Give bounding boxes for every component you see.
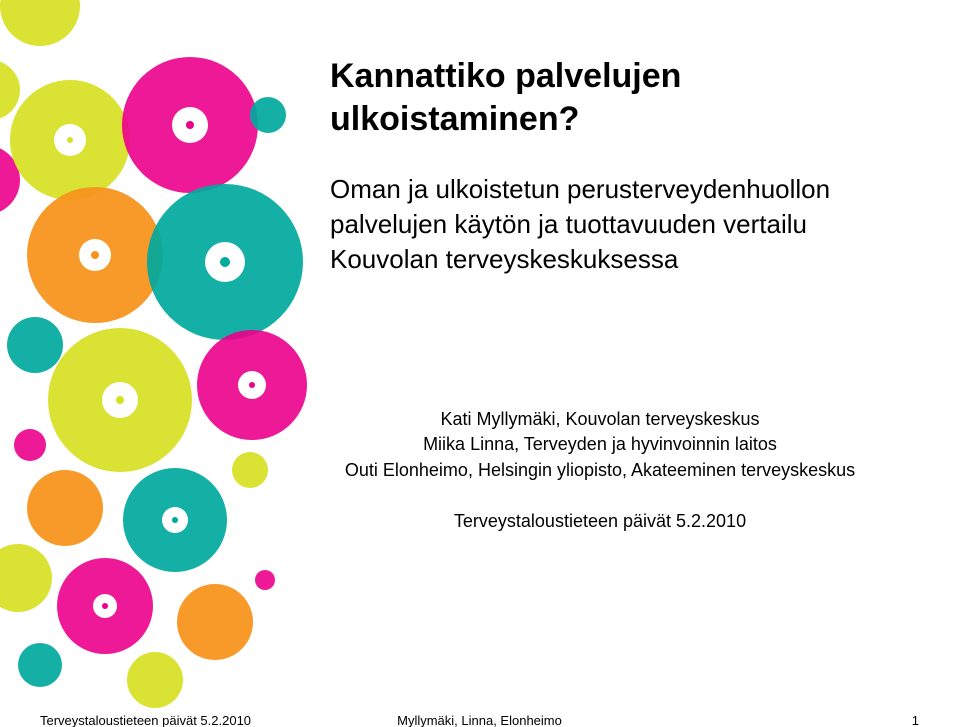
slide-subtitle: Oman ja ulkoistetun perusterveydenhuollo… <box>330 172 910 277</box>
footer-center: Myllymäki, Linna, Elonheimo <box>0 713 959 727</box>
slide-title: Kannattiko palvelujen ulkoistaminen? <box>330 55 910 140</box>
author-line: Outi Elonheimo, Helsingin yliopisto, Aka… <box>330 458 870 483</box>
author-line: Miika Linna, Terveyden ja hyvinvoinnin l… <box>330 432 870 457</box>
author-line: Kati Myllymäki, Kouvolan terveyskeskus <box>330 407 870 432</box>
authors-block: Kati Myllymäki, Kouvolan terveyskeskus M… <box>330 407 870 483</box>
decorative-bubbles <box>0 0 370 727</box>
event-line: Terveystaloustieteen päivät 5.2.2010 <box>330 511 870 532</box>
footer-right: 1 <box>912 713 919 727</box>
slide-content: Kannattiko palvelujen ulkoistaminen? Oma… <box>330 55 910 532</box>
